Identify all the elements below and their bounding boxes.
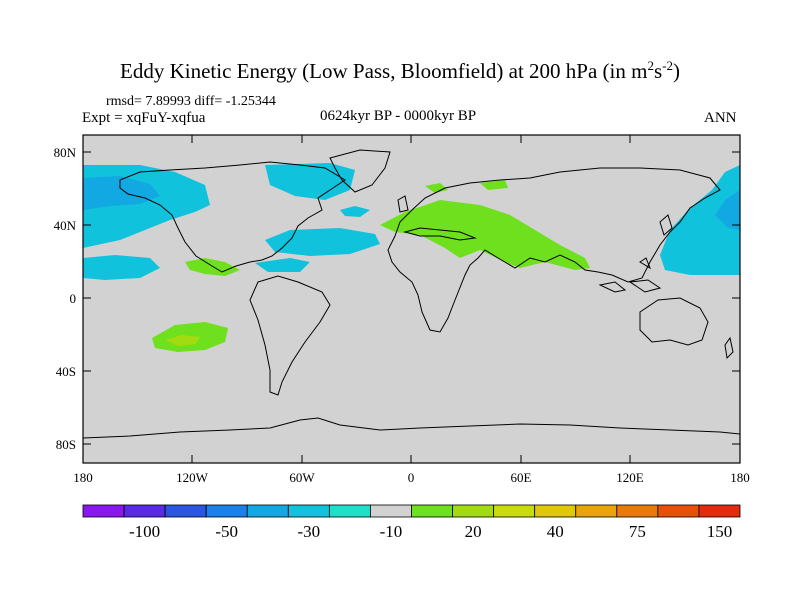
antarctica-coast — [83, 417, 740, 439]
north-atlantic-small-negative-anomaly — [340, 206, 370, 217]
figure-title: Eddy Kinetic Energy (Low Pass, Bloomfiel… — [120, 58, 680, 83]
lon-label-120w: 120W — [176, 470, 209, 485]
anomaly-fields — [83, 163, 740, 352]
colorbar-label: -10 — [380, 522, 403, 541]
new-zealand-coast — [724, 336, 734, 360]
caribbean-negative-anomaly — [255, 258, 310, 272]
northwest-pacific-negative-anomaly — [660, 165, 740, 275]
mediterranean-outline — [403, 227, 477, 241]
colorbar-swatch — [287, 504, 330, 518]
colorbar-label: 75 — [629, 522, 646, 541]
lon-label-120e: 120E — [616, 470, 644, 485]
colorbar-swatch — [657, 504, 700, 518]
colorbar-swatch — [452, 504, 495, 518]
colorbar-label: -50 — [215, 522, 238, 541]
colorbar-label: -100 — [129, 522, 160, 541]
colorbar — [82, 504, 741, 518]
colorbar-swatch — [370, 504, 412, 518]
scandinavia-positive-anomaly — [425, 183, 448, 193]
lon-label-0: 0 — [408, 470, 415, 485]
colorbar-swatch — [411, 504, 453, 518]
colorbar-swatch — [616, 504, 659, 518]
lon-label-180e: 180 — [730, 470, 750, 485]
lat-label-80s: 80S — [56, 437, 76, 452]
japan-coast — [659, 214, 673, 236]
lat-label-80n: 80N — [54, 145, 77, 160]
colorbar-swatch — [164, 504, 207, 518]
colorbar-swatch — [328, 504, 371, 518]
lon-label-60e: 60E — [511, 470, 532, 485]
colorbar-swatch — [493, 504, 536, 518]
south-pacific-core-positive-anomaly — [165, 335, 200, 346]
coastlines — [83, 149, 740, 439]
australia-coast — [639, 297, 709, 346]
season-label: ANN — [704, 110, 737, 126]
lon-label-180w: 180 — [73, 470, 93, 485]
southeast-asia-islands — [598, 257, 662, 293]
north-pacific-core-anomaly — [83, 176, 160, 210]
colorbar-swatch — [575, 504, 618, 518]
south-america-coast — [249, 275, 331, 396]
experiment-label: Expt = xqFuY-xqfua — [82, 110, 206, 126]
colorbar-label: 40 — [547, 522, 564, 541]
gulf-positive-anomaly — [185, 258, 240, 276]
colorbar-swatch — [123, 504, 166, 518]
period-label: 0624kyr BP - 0000kyr BP — [320, 108, 477, 124]
lat-label-0: 0 — [70, 291, 77, 306]
colorbar-swatch — [205, 504, 248, 518]
colorbar-labels: -100 -50 -30 -10 20 40 75 150 — [129, 522, 732, 541]
northwest-pacific-core-anomaly — [715, 190, 740, 230]
colorbar-swatch — [534, 504, 577, 518]
colorbar-label: 150 — [707, 522, 733, 541]
central-pacific-negative-anomaly — [83, 255, 160, 280]
barents-positive-anomaly — [480, 180, 508, 190]
lat-label-40s: 40S — [56, 364, 76, 379]
stats-text: rmsd= 7.89993 diff= -1.25344 — [106, 94, 276, 109]
north-america-coast — [119, 161, 346, 273]
lat-label-40n: 40N — [54, 218, 77, 233]
colorbar-label: 20 — [465, 522, 482, 541]
lon-tick-marks — [82, 135, 741, 463]
europe-africa-coast — [387, 167, 721, 333]
uk-coast — [397, 195, 409, 213]
colorbar-swatch — [698, 504, 741, 518]
colorbar-swatch — [246, 504, 289, 518]
colorbar-swatch — [82, 504, 125, 518]
colorbar-label: -30 — [298, 522, 321, 541]
lat-tick-marks — [83, 151, 740, 445]
greenland-coast — [329, 149, 391, 193]
eurasia-positive-anomaly — [380, 200, 590, 270]
lon-label-60w: 60W — [289, 470, 315, 485]
